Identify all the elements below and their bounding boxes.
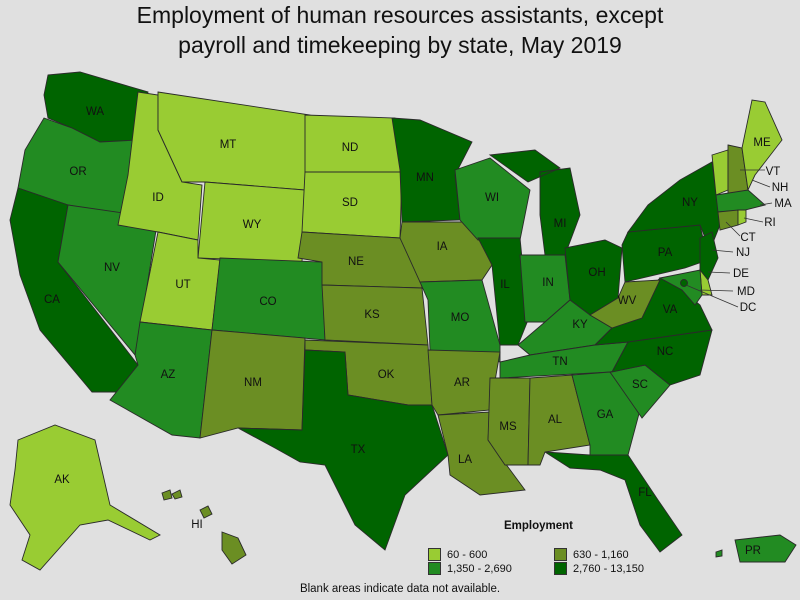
label-WV: WV: [618, 295, 637, 307]
label-RI: RI: [764, 217, 776, 229]
label-TX: TX: [351, 444, 366, 456]
label-AR: AR: [454, 377, 470, 389]
state-MA[interactable]: [715, 189, 766, 213]
state-MS[interactable]: [487, 377, 531, 466]
footnote: Blank areas indicate data not available.: [299, 583, 501, 595]
label-WA: WA: [86, 106, 104, 118]
legend-item-4: 2,760 - 13,150: [554, 562, 644, 575]
state-TX[interactable]: [237, 349, 449, 551]
label-CT: CT: [740, 232, 755, 244]
label-UT: UT: [175, 279, 190, 291]
label-IL: IL: [500, 279, 510, 291]
legend-item-3: 1,350 - 2,690: [428, 562, 512, 575]
label-VA: VA: [663, 304, 678, 316]
label-NV: NV: [104, 262, 120, 274]
legend-item-1: 60 - 600: [428, 548, 487, 561]
legend-title: Employment: [504, 520, 574, 532]
label-AZ: AZ: [161, 369, 176, 381]
label-MA: MA: [774, 198, 792, 210]
legend-label-4: 2,760 - 13,150: [573, 562, 644, 575]
label-IN: IN: [542, 277, 554, 289]
legend-swatch-3: [428, 562, 441, 575]
legend-item-2: 630 - 1,160: [554, 548, 629, 561]
label-OK: OK: [378, 369, 395, 381]
label-IA: IA: [437, 241, 448, 253]
label-NM: NM: [244, 377, 262, 389]
label-LA: LA: [458, 454, 472, 466]
label-NJ: NJ: [736, 247, 750, 259]
map-title: Employment of human resources assistants…: [0, 0, 800, 60]
state-RI[interactable]: [737, 209, 747, 226]
label-DC: DC: [740, 302, 757, 314]
label-ND: ND: [342, 142, 359, 154]
label-WY: WY: [243, 219, 262, 231]
label-MS: MS: [499, 421, 517, 433]
state-MD[interactable]: [658, 269, 703, 306]
label-AK: AK: [54, 474, 70, 486]
state-labels: WA OR CA NV ID MT WY UT AZ CO NM ND SD N…: [44, 106, 792, 557]
legend-swatch-1: [428, 548, 441, 561]
state-HI[interactable]: [161, 489, 247, 565]
state-WV[interactable]: [589, 279, 661, 329]
label-VT: VT: [766, 166, 781, 178]
legend-label-2: 630 - 1,160: [573, 548, 629, 561]
label-HI: HI: [191, 519, 203, 531]
label-NE: NE: [348, 256, 364, 268]
label-MI: MI: [554, 218, 567, 230]
label-ID: ID: [152, 192, 164, 204]
legend-swatch-2: [554, 548, 567, 561]
label-CO: CO: [259, 296, 276, 308]
label-OH: OH: [588, 267, 605, 279]
label-AL: AL: [548, 414, 563, 426]
label-KS: KS: [364, 309, 380, 321]
state-AR[interactable]: [427, 349, 501, 416]
label-PA: PA: [658, 247, 673, 259]
label-ME: ME: [753, 137, 771, 149]
state-CT[interactable]: [717, 209, 739, 231]
title-line-2: payroll and timekeeping by state, May 20…: [178, 32, 622, 58]
title-line-1: Employment of human resources assistants…: [136, 2, 664, 28]
label-NY: NY: [682, 197, 698, 209]
label-TN: TN: [552, 356, 567, 368]
legend-label-1: 60 - 600: [447, 548, 488, 561]
callout-lines: [685, 169, 773, 308]
label-MD: MD: [737, 286, 755, 298]
legend-swatch-4: [554, 562, 567, 575]
label-PR: PR: [745, 545, 761, 557]
label-SC: SC: [632, 379, 648, 391]
label-NH: NH: [772, 182, 789, 194]
label-MO: MO: [451, 312, 470, 324]
label-KY: KY: [572, 319, 588, 331]
label-MT: MT: [220, 139, 237, 151]
label-OR: OR: [69, 166, 86, 178]
label-SD: SD: [342, 197, 358, 209]
label-NC: NC: [657, 346, 674, 358]
state-PR[interactable]: [715, 534, 797, 563]
label-WI: WI: [485, 192, 499, 204]
state-NJ[interactable]: [699, 231, 719, 281]
state-FL[interactable]: [544, 451, 683, 553]
label-CA: CA: [44, 294, 60, 306]
label-FL: FL: [638, 487, 652, 499]
label-GA: GA: [597, 409, 614, 421]
label-MN: MN: [416, 172, 434, 184]
legend-label-3: 1,350 - 2,690: [447, 562, 512, 575]
state-DC[interactable]: [680, 279, 688, 287]
label-DE: DE: [733, 268, 749, 280]
state-AK[interactable]: [9, 424, 161, 571]
